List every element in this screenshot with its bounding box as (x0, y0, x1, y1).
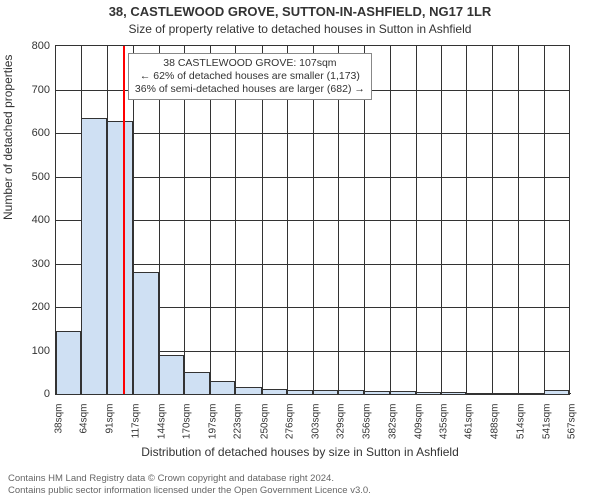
x-tick-label: 567sqm (567, 404, 578, 464)
chart-title-main: 38, CASTLEWOOD GROVE, SUTTON-IN-ASHFIELD… (0, 4, 600, 19)
x-tick-label: 382sqm (387, 404, 398, 464)
annotation-box: 38 CASTLEWOOD GROVE: 107sqm← 62% of deta… (128, 53, 372, 100)
histogram-bar (313, 390, 338, 394)
x-axis-label: Distribution of detached houses by size … (0, 445, 600, 459)
histogram-bar (416, 392, 441, 394)
grid-line-v (416, 46, 417, 394)
y-tick-label: 500 (10, 171, 50, 183)
footer-line-1: Contains HM Land Registry data © Crown c… (8, 473, 371, 484)
x-tick-label: 356sqm (362, 404, 373, 464)
x-tick-label: 197sqm (208, 404, 219, 464)
histogram-bar (235, 387, 261, 394)
y-tick-label: 700 (10, 84, 50, 96)
x-tick-label: 303sqm (310, 404, 321, 464)
histogram-bar (107, 121, 132, 394)
grid-line-v (544, 46, 545, 394)
chart-title-sub: Size of property relative to detached ho… (0, 22, 600, 36)
x-tick-label: 223sqm (233, 404, 244, 464)
x-tick-label: 514sqm (515, 404, 526, 464)
reference-line (123, 46, 125, 394)
grid-line-v (390, 46, 391, 394)
x-tick-label: 38sqm (54, 404, 65, 464)
y-tick-label: 300 (10, 258, 50, 270)
histogram-bar (262, 389, 287, 394)
histogram-bar (364, 391, 389, 394)
x-tick-label: 170sqm (182, 404, 193, 464)
histogram-bar (518, 393, 544, 394)
x-tick-label: 64sqm (79, 404, 90, 464)
histogram-bar (441, 392, 466, 394)
y-tick-label: 600 (10, 127, 50, 139)
histogram-bar (544, 390, 569, 394)
y-tick-label: 800 (10, 40, 50, 52)
x-tick-label: 435sqm (438, 404, 449, 464)
histogram-bar (492, 393, 517, 394)
histogram-bar (184, 372, 210, 394)
histogram-bar (81, 118, 107, 394)
x-tick-label: 276sqm (284, 404, 295, 464)
annotation-line: ← 62% of detached houses are smaller (1,… (135, 70, 365, 83)
annotation-line: 38 CASTLEWOOD GROVE: 107sqm (135, 57, 365, 70)
histogram-bar (159, 355, 184, 394)
histogram-bar (569, 393, 571, 394)
histogram-bar (210, 381, 235, 394)
grid-line-v (441, 46, 442, 394)
histogram-bar (287, 390, 313, 394)
y-tick-label: 200 (10, 301, 50, 313)
x-tick-label: 250sqm (259, 404, 270, 464)
histogram-bar (133, 272, 159, 394)
grid-line-v (466, 46, 467, 394)
x-tick-label: 409sqm (413, 404, 424, 464)
x-tick-label: 329sqm (336, 404, 347, 464)
footer-attribution: Contains HM Land Registry data © Crown c… (8, 473, 371, 496)
x-tick-label: 488sqm (490, 404, 501, 464)
x-tick-label: 144sqm (156, 404, 167, 464)
y-tick-label: 100 (10, 345, 50, 357)
x-tick-label: 541sqm (541, 404, 552, 464)
x-tick-label: 117sqm (130, 404, 141, 464)
histogram-bar (466, 393, 492, 394)
x-tick-label: 461sqm (464, 404, 475, 464)
y-tick-label: 0 (10, 388, 50, 400)
x-tick-label: 91sqm (105, 404, 116, 464)
histogram-bar (56, 331, 81, 394)
footer-line-2: Contains public sector information licen… (8, 485, 371, 496)
annotation-line: 36% of semi-detached houses are larger (… (135, 83, 365, 96)
grid-line-v (492, 46, 493, 394)
grid-line-v (518, 46, 519, 394)
histogram-bar (390, 391, 416, 394)
y-tick-label: 400 (10, 214, 50, 226)
histogram-bar (338, 390, 364, 394)
